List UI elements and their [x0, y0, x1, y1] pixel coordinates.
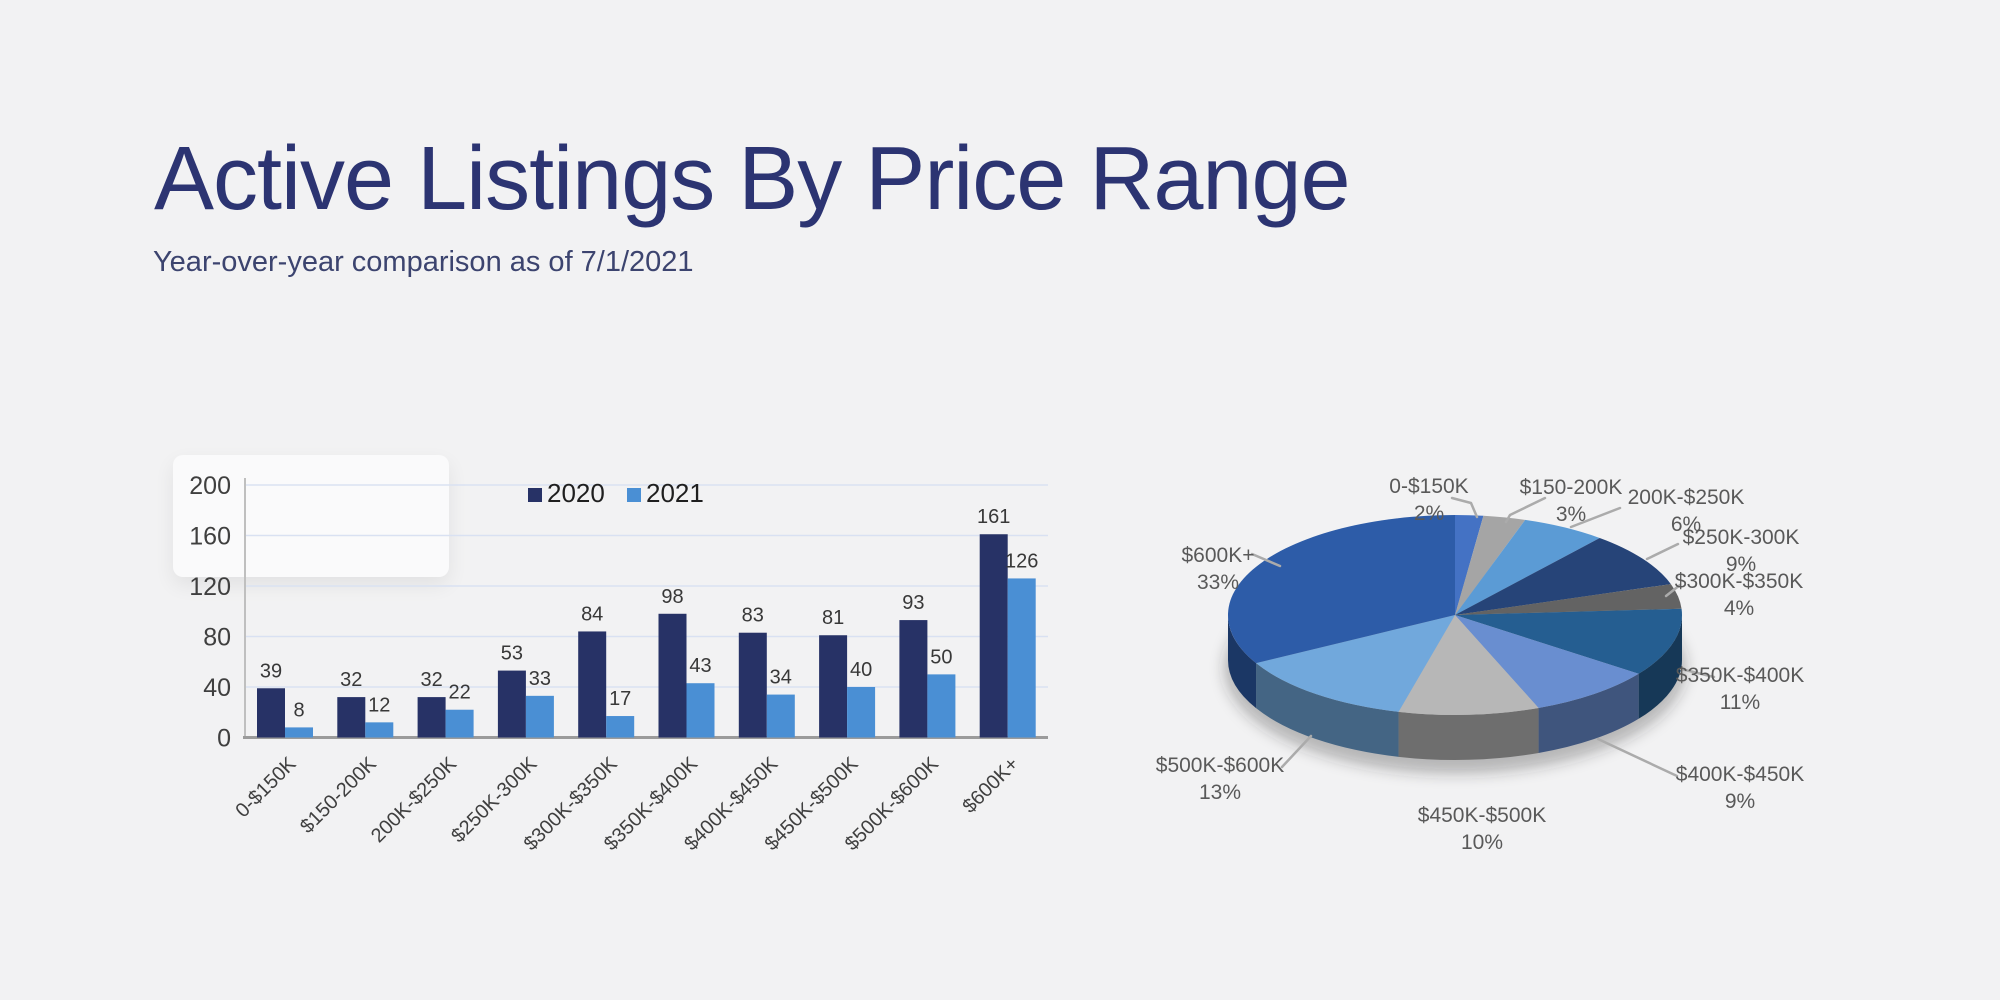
legend-2021-label: 2021 — [646, 478, 704, 508]
y-tick-label-80: 80 — [203, 624, 231, 652]
pie-chart: 0-$150K 2% $150-200K 3%200K-$250K 6%$250K-30… — [1156, 475, 1804, 854]
bar-2021-2 — [445, 709, 474, 738]
bar-2021-8 — [927, 674, 956, 738]
bar-2021-3 — [525, 695, 554, 738]
bar-value-2020-1: 32 — [340, 669, 362, 691]
pie-slice-6 — [1455, 615, 1639, 708]
pie-slice-4 — [1455, 584, 1682, 615]
pie-leader-9 — [1250, 552, 1282, 568]
legend-2021-marker — [627, 488, 641, 502]
bar-value-2020-9: 161 — [977, 506, 1010, 528]
bar-2020-0 — [257, 688, 285, 738]
bar-value-2020-4: 84 — [581, 603, 603, 625]
pie-slice-9 — [1228, 515, 1455, 664]
pie-side-6 — [1538, 673, 1639, 753]
x-tick-label-1: $150-200K — [296, 753, 381, 838]
bar-value-2020-8: 93 — [902, 592, 924, 614]
page-subtitle: Year-over-year comparison as of 7/1/2021 — [153, 246, 694, 278]
y-tick-label-40: 40 — [203, 674, 231, 702]
pie-slice-8 — [1256, 615, 1455, 712]
bar-value-2020-5: 98 — [661, 586, 683, 608]
bar-value-2021-6: 34 — [770, 667, 792, 689]
pie-slice-2 — [1455, 519, 1600, 615]
legend-2020-label: 2020 — [547, 478, 605, 508]
pie-label-1: $150-200K 3% — [1520, 476, 1623, 526]
bar-value-2021-5: 43 — [689, 655, 711, 677]
bar-2020-3 — [497, 670, 526, 738]
pie-side-8 — [1256, 663, 1399, 757]
pie-leader-4 — [1664, 583, 1682, 598]
bar-2021-6 — [766, 694, 795, 738]
bar-2020-5 — [658, 613, 687, 738]
bar-2020-9 — [979, 534, 1008, 738]
bar-2020-8 — [899, 620, 928, 738]
pie-leader-5 — [1679, 667, 1716, 679]
pie-leader-3 — [1645, 542, 1680, 561]
background-card — [173, 455, 449, 577]
bar-value-2020-7: 81 — [822, 607, 844, 629]
pie-label-9: $600K+ 33% — [1182, 544, 1255, 594]
pie-side-5 — [1638, 615, 1682, 719]
bar-value-2021-1: 12 — [368, 694, 390, 716]
bar-2020-2 — [417, 697, 446, 738]
pie-leader-0 — [1450, 496, 1479, 519]
pie-leader-6 — [1596, 737, 1679, 778]
bar-2021-9 — [1007, 578, 1036, 738]
pie-label-8: $500K-$600K 13% — [1156, 754, 1284, 804]
y-tick-label-200: 200 — [189, 472, 231, 500]
pie-label-4: $300K-$350K 4% — [1675, 570, 1803, 620]
pie-label-3: $250K-300K 9% — [1683, 526, 1800, 576]
bar-value-2020-0: 39 — [260, 660, 282, 682]
pie-label-0: 0-$150K 2% — [1389, 475, 1468, 525]
pie-leader-8 — [1280, 734, 1313, 769]
pie-slice-5 — [1455, 608, 1682, 674]
pie-leader-2 — [1569, 506, 1622, 529]
pie-slice-7 — [1398, 615, 1539, 715]
pie-label-2: 200K-$250K 6% — [1628, 486, 1745, 536]
y-tick-label-120: 120 — [189, 573, 231, 601]
x-tick-label-0: 0-$150K — [232, 753, 301, 822]
bar-2020-6 — [738, 632, 767, 738]
pie-label-6: $400K-$450K 9% — [1676, 763, 1804, 813]
bar-value-2021-3: 33 — [529, 668, 551, 690]
bar-value-2021-4: 17 — [609, 688, 631, 710]
bar-value-2021-8: 50 — [930, 646, 952, 668]
pie-label-5: $350K-$400K 11% — [1676, 664, 1804, 714]
y-tick-label-160: 160 — [189, 523, 231, 551]
bar-2020-1 — [337, 697, 366, 738]
bar-chart: 0 40 80 120 160 200 39 8 0-$150K 32 12 $150-200K 32 2… — [189, 472, 1048, 855]
x-tick-label-9: $600K+ — [959, 753, 1024, 818]
bar-2020-4 — [578, 631, 607, 738]
pie-label-7: $450K-$500K 10% — [1418, 804, 1546, 854]
pie-side-7 — [1398, 707, 1539, 760]
pie-slice-0 — [1455, 515, 1484, 615]
bar-2020-7 — [819, 635, 848, 738]
bar-2021-4 — [606, 716, 635, 738]
bar-value-2021-0: 8 — [293, 699, 304, 721]
bar-value-2020-2: 32 — [420, 669, 442, 691]
bar-value-2021-2: 22 — [448, 682, 470, 704]
pie-leader-1 — [1504, 496, 1547, 524]
pie-slice-1 — [1455, 515, 1526, 615]
bar-value-2020-3: 53 — [501, 643, 523, 665]
bar-2021-7 — [847, 687, 876, 738]
pie-side-9 — [1228, 615, 1257, 709]
bar-2021-5 — [686, 683, 715, 738]
bar-2021-0 — [285, 727, 313, 738]
y-tick-label-0: 0 — [217, 725, 231, 753]
legend-2020-marker — [528, 488, 542, 502]
page-title: Active Listings By Price Range — [154, 129, 1351, 229]
bar-value-2021-7: 40 — [850, 659, 872, 681]
pie-slice-3 — [1455, 537, 1671, 615]
bar-value-2021-9: 126 — [1005, 550, 1038, 572]
bar-value-2020-6: 83 — [742, 605, 764, 627]
bar-2021-1 — [365, 722, 394, 738]
